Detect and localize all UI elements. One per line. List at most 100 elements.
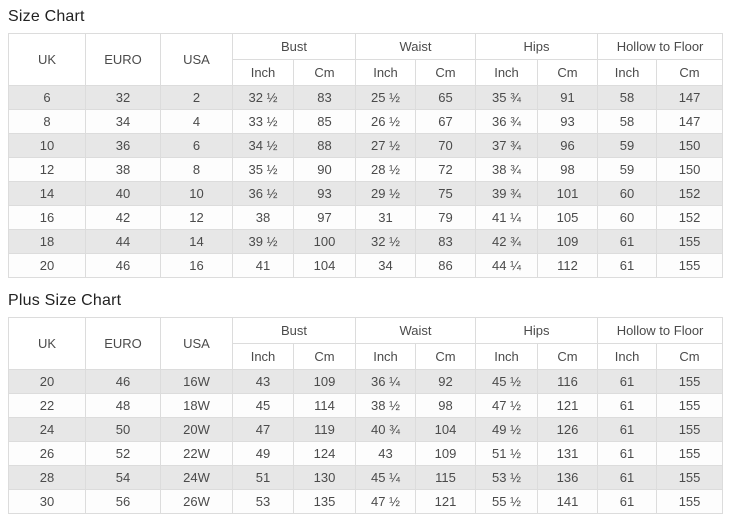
header-unit-row: Inch Cm Inch Cm Inch Cm Inch Cm bbox=[9, 59, 724, 86]
table-row: 18 44 14 39 ½ 100 32 ½ 83 42 ¾ 109 61 155 bbox=[8, 229, 724, 254]
table-cell: 32 bbox=[85, 85, 161, 110]
table-cell: 46 bbox=[85, 253, 161, 278]
column-header-uk: UK bbox=[8, 33, 86, 86]
size-chart-table: UK EURO USA Bust Waist Hips Hollow to Fl… bbox=[8, 33, 724, 278]
table-cell: 51 bbox=[232, 465, 294, 490]
table-cell: 85 bbox=[292, 109, 357, 134]
table-cell: 61 bbox=[597, 417, 658, 442]
column-subheader-bust-inch: Inch bbox=[232, 59, 294, 86]
table-cell: 26 bbox=[8, 441, 86, 466]
table-cell: 58 bbox=[597, 109, 658, 134]
column-subheader-waist-inch: Inch bbox=[355, 343, 417, 370]
table-cell: 61 bbox=[597, 489, 658, 514]
column-subheader-bust-cm: Cm bbox=[292, 343, 357, 370]
table-cell: 31 bbox=[355, 205, 417, 230]
table-cell: 45 ¼ bbox=[355, 465, 417, 490]
table-cell: 24W bbox=[160, 465, 233, 490]
table-cell: 59 bbox=[597, 133, 658, 158]
table-cell: 8 bbox=[8, 109, 86, 134]
table-cell: 72 bbox=[415, 157, 477, 182]
table-cell: 61 bbox=[597, 393, 658, 418]
table-cell: 83 bbox=[292, 85, 357, 110]
table-cell: 121 bbox=[537, 393, 599, 418]
column-header-euro: EURO bbox=[85, 33, 161, 86]
column-group-hips: Hips bbox=[475, 317, 599, 344]
table-cell: 141 bbox=[537, 489, 599, 514]
column-subheader-htf-inch: Inch bbox=[597, 343, 658, 370]
table-cell: 18 bbox=[8, 229, 86, 254]
table-cell: 55 ½ bbox=[475, 489, 539, 514]
table-cell: 38 bbox=[232, 205, 294, 230]
table-cell: 29 ½ bbox=[355, 181, 417, 206]
table-cell: 131 bbox=[537, 441, 599, 466]
table-cell: 51 ½ bbox=[475, 441, 539, 466]
column-group-hollow-to-floor: Hollow to Floor bbox=[597, 33, 724, 60]
table-cell: 93 bbox=[292, 181, 357, 206]
table-cell: 70 bbox=[415, 133, 477, 158]
table-cell: 109 bbox=[292, 369, 357, 394]
table-row: 16 42 12 38 97 31 79 41 ¼ 105 60 152 bbox=[8, 205, 724, 230]
table-cell: 61 bbox=[597, 465, 658, 490]
table-cell: 2 bbox=[160, 85, 233, 110]
table-row: 14 40 10 36 ½ 93 29 ½ 75 39 ¾ 101 60 152 bbox=[8, 181, 724, 206]
table-cell: 79 bbox=[415, 205, 477, 230]
table-cell: 36 ¾ bbox=[475, 109, 539, 134]
table-cell: 32 ½ bbox=[355, 229, 417, 254]
table-cell: 27 ½ bbox=[355, 133, 417, 158]
table-cell: 44 bbox=[85, 229, 161, 254]
column-subheader-htf-cm: Cm bbox=[656, 343, 724, 370]
column-subheader-waist-cm: Cm bbox=[415, 343, 477, 370]
table-cell: 16 bbox=[160, 253, 233, 278]
table-cell: 114 bbox=[292, 393, 357, 418]
table-cell: 39 ½ bbox=[232, 229, 294, 254]
table-cell: 39 ¾ bbox=[475, 181, 539, 206]
column-subheader-bust-inch: Inch bbox=[232, 343, 294, 370]
table-row: 30 56 26W 53 135 47 ½ 121 55 ½ 141 61 155 bbox=[8, 489, 724, 514]
table-cell: 37 ¾ bbox=[475, 133, 539, 158]
table-cell: 42 ¾ bbox=[475, 229, 539, 254]
table-cell: 47 ½ bbox=[475, 393, 539, 418]
table-cell: 155 bbox=[656, 489, 724, 514]
table-cell: 6 bbox=[160, 133, 233, 158]
table-cell: 104 bbox=[292, 253, 357, 278]
table-cell: 20 bbox=[8, 369, 86, 394]
column-subheader-hips-cm: Cm bbox=[537, 59, 599, 86]
table-cell: 91 bbox=[537, 85, 599, 110]
table-cell: 147 bbox=[656, 85, 724, 110]
table-cell: 47 bbox=[232, 417, 294, 442]
table-row: 8 34 4 33 ½ 85 26 ½ 67 36 ¾ 93 58 147 bbox=[8, 109, 724, 134]
table-cell: 22W bbox=[160, 441, 233, 466]
table-cell: 100 bbox=[292, 229, 357, 254]
table-cell: 83 bbox=[415, 229, 477, 254]
table-cell: 112 bbox=[537, 253, 599, 278]
table-cell: 46 bbox=[85, 369, 161, 394]
table-cell: 26 ½ bbox=[355, 109, 417, 134]
table-cell: 65 bbox=[415, 85, 477, 110]
table-cell: 12 bbox=[8, 157, 86, 182]
table-cell: 101 bbox=[537, 181, 599, 206]
table-cell: 45 bbox=[232, 393, 294, 418]
table-cell: 109 bbox=[415, 441, 477, 466]
table-cell: 124 bbox=[292, 441, 357, 466]
table-row: 24 50 20W 47 119 40 ¾ 104 49 ½ 126 61 155 bbox=[8, 417, 724, 442]
table-cell: 26W bbox=[160, 489, 233, 514]
table-cell: 10 bbox=[160, 181, 233, 206]
table-cell: 47 ½ bbox=[355, 489, 417, 514]
table-cell: 119 bbox=[292, 417, 357, 442]
table-cell: 36 ½ bbox=[232, 181, 294, 206]
table-cell: 115 bbox=[415, 465, 477, 490]
table-cell: 136 bbox=[537, 465, 599, 490]
plus-size-chart-table: UK EURO USA Bust Waist Hips Hollow to Fl… bbox=[8, 317, 724, 514]
column-header-uk: UK bbox=[8, 317, 86, 370]
table-cell: 88 bbox=[292, 133, 357, 158]
table-cell: 61 bbox=[597, 369, 658, 394]
table-row: 20 46 16 41 104 34 86 44 ¼ 112 61 155 bbox=[8, 253, 724, 278]
table-cell: 67 bbox=[415, 109, 477, 134]
table-cell: 41 bbox=[232, 253, 294, 278]
table-cell: 58 bbox=[597, 85, 658, 110]
column-group-waist: Waist bbox=[355, 33, 477, 60]
table-cell: 14 bbox=[8, 181, 86, 206]
table-cell: 43 bbox=[232, 369, 294, 394]
table-row: 26 52 22W 49 124 43 109 51 ½ 131 61 155 bbox=[8, 441, 724, 466]
